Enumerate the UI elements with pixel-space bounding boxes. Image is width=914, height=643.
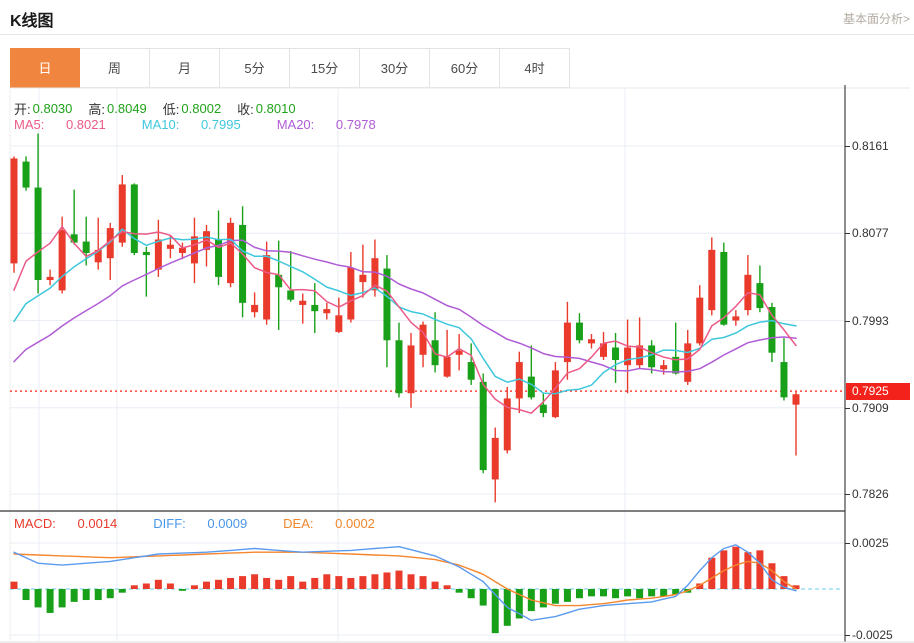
tab-月[interactable]: 月 xyxy=(150,48,220,88)
open-label: 开: xyxy=(14,102,31,117)
y-axis-label: 0.8161 xyxy=(852,139,889,153)
y-axis-tick xyxy=(845,542,850,544)
ma-readout: MA5: 0.8021 MA10: 0.7995 MA20: 0.7978 xyxy=(14,117,412,132)
period-tab-bar: 日周月 5分 15分 30分 60分 4时 xyxy=(10,48,570,88)
macd-value-readout: MACD: 0.0014 xyxy=(14,516,118,531)
close-value: 0.8010 xyxy=(255,101,296,116)
high-value: 0.8049 xyxy=(107,101,147,116)
y-axis-tick xyxy=(845,493,850,495)
ohlc-readout: 开: 0.8030 高: 0.8049 低: 0.8002 收: 0.8010 xyxy=(14,99,312,118)
ma20-readout: MA20: 0.7978 xyxy=(276,117,376,132)
y-axis-label: 0.7826 xyxy=(852,487,889,501)
tab-60分[interactable]: 60分 xyxy=(430,48,500,88)
y-axis-label: 0.0025 xyxy=(852,536,889,550)
y-axis-label: 0.7993 xyxy=(852,314,889,328)
ma5-readout: MA5: 0.8021 xyxy=(14,117,106,132)
tab-30分[interactable]: 30分 xyxy=(360,48,430,88)
page-title: K线图 xyxy=(10,13,54,30)
fundamental-analysis-link[interactable]: 基本面分析> xyxy=(842,12,910,26)
macd-readout: MACD: 0.0014 DIFF: 0.0009 DEA: 0.0002 xyxy=(14,516,411,531)
ma10-readout: MA10: 0.7995 xyxy=(141,117,241,132)
tab-日[interactable]: 日 xyxy=(10,48,80,88)
diff-value-readout: DIFF: 0.0009 xyxy=(153,516,248,531)
dea-value-readout: DEA: 0.0002 xyxy=(283,516,375,531)
header-divider xyxy=(0,34,914,35)
last-price-badge: 0.7925 xyxy=(846,383,910,400)
y-axis-tick xyxy=(845,145,850,147)
y-axis-tick xyxy=(845,634,850,636)
y-axis-tick xyxy=(845,407,850,409)
low-value: 0.8002 xyxy=(181,101,222,116)
low-label: 低: xyxy=(162,102,180,117)
high-label: 高: xyxy=(88,102,106,117)
tab-5分[interactable]: 5分 xyxy=(220,48,290,88)
y-axis-tick xyxy=(845,232,850,234)
y-axis-label: 0.8077 xyxy=(852,226,889,240)
tab-4时[interactable]: 4时 xyxy=(500,48,570,88)
y-axis-label: -0.0025 xyxy=(852,628,893,642)
open-value: 0.8030 xyxy=(32,101,73,116)
y-axis-tick xyxy=(845,320,850,322)
y-axis-label: 0.7909 xyxy=(852,401,889,415)
close-label: 收: xyxy=(237,102,254,117)
